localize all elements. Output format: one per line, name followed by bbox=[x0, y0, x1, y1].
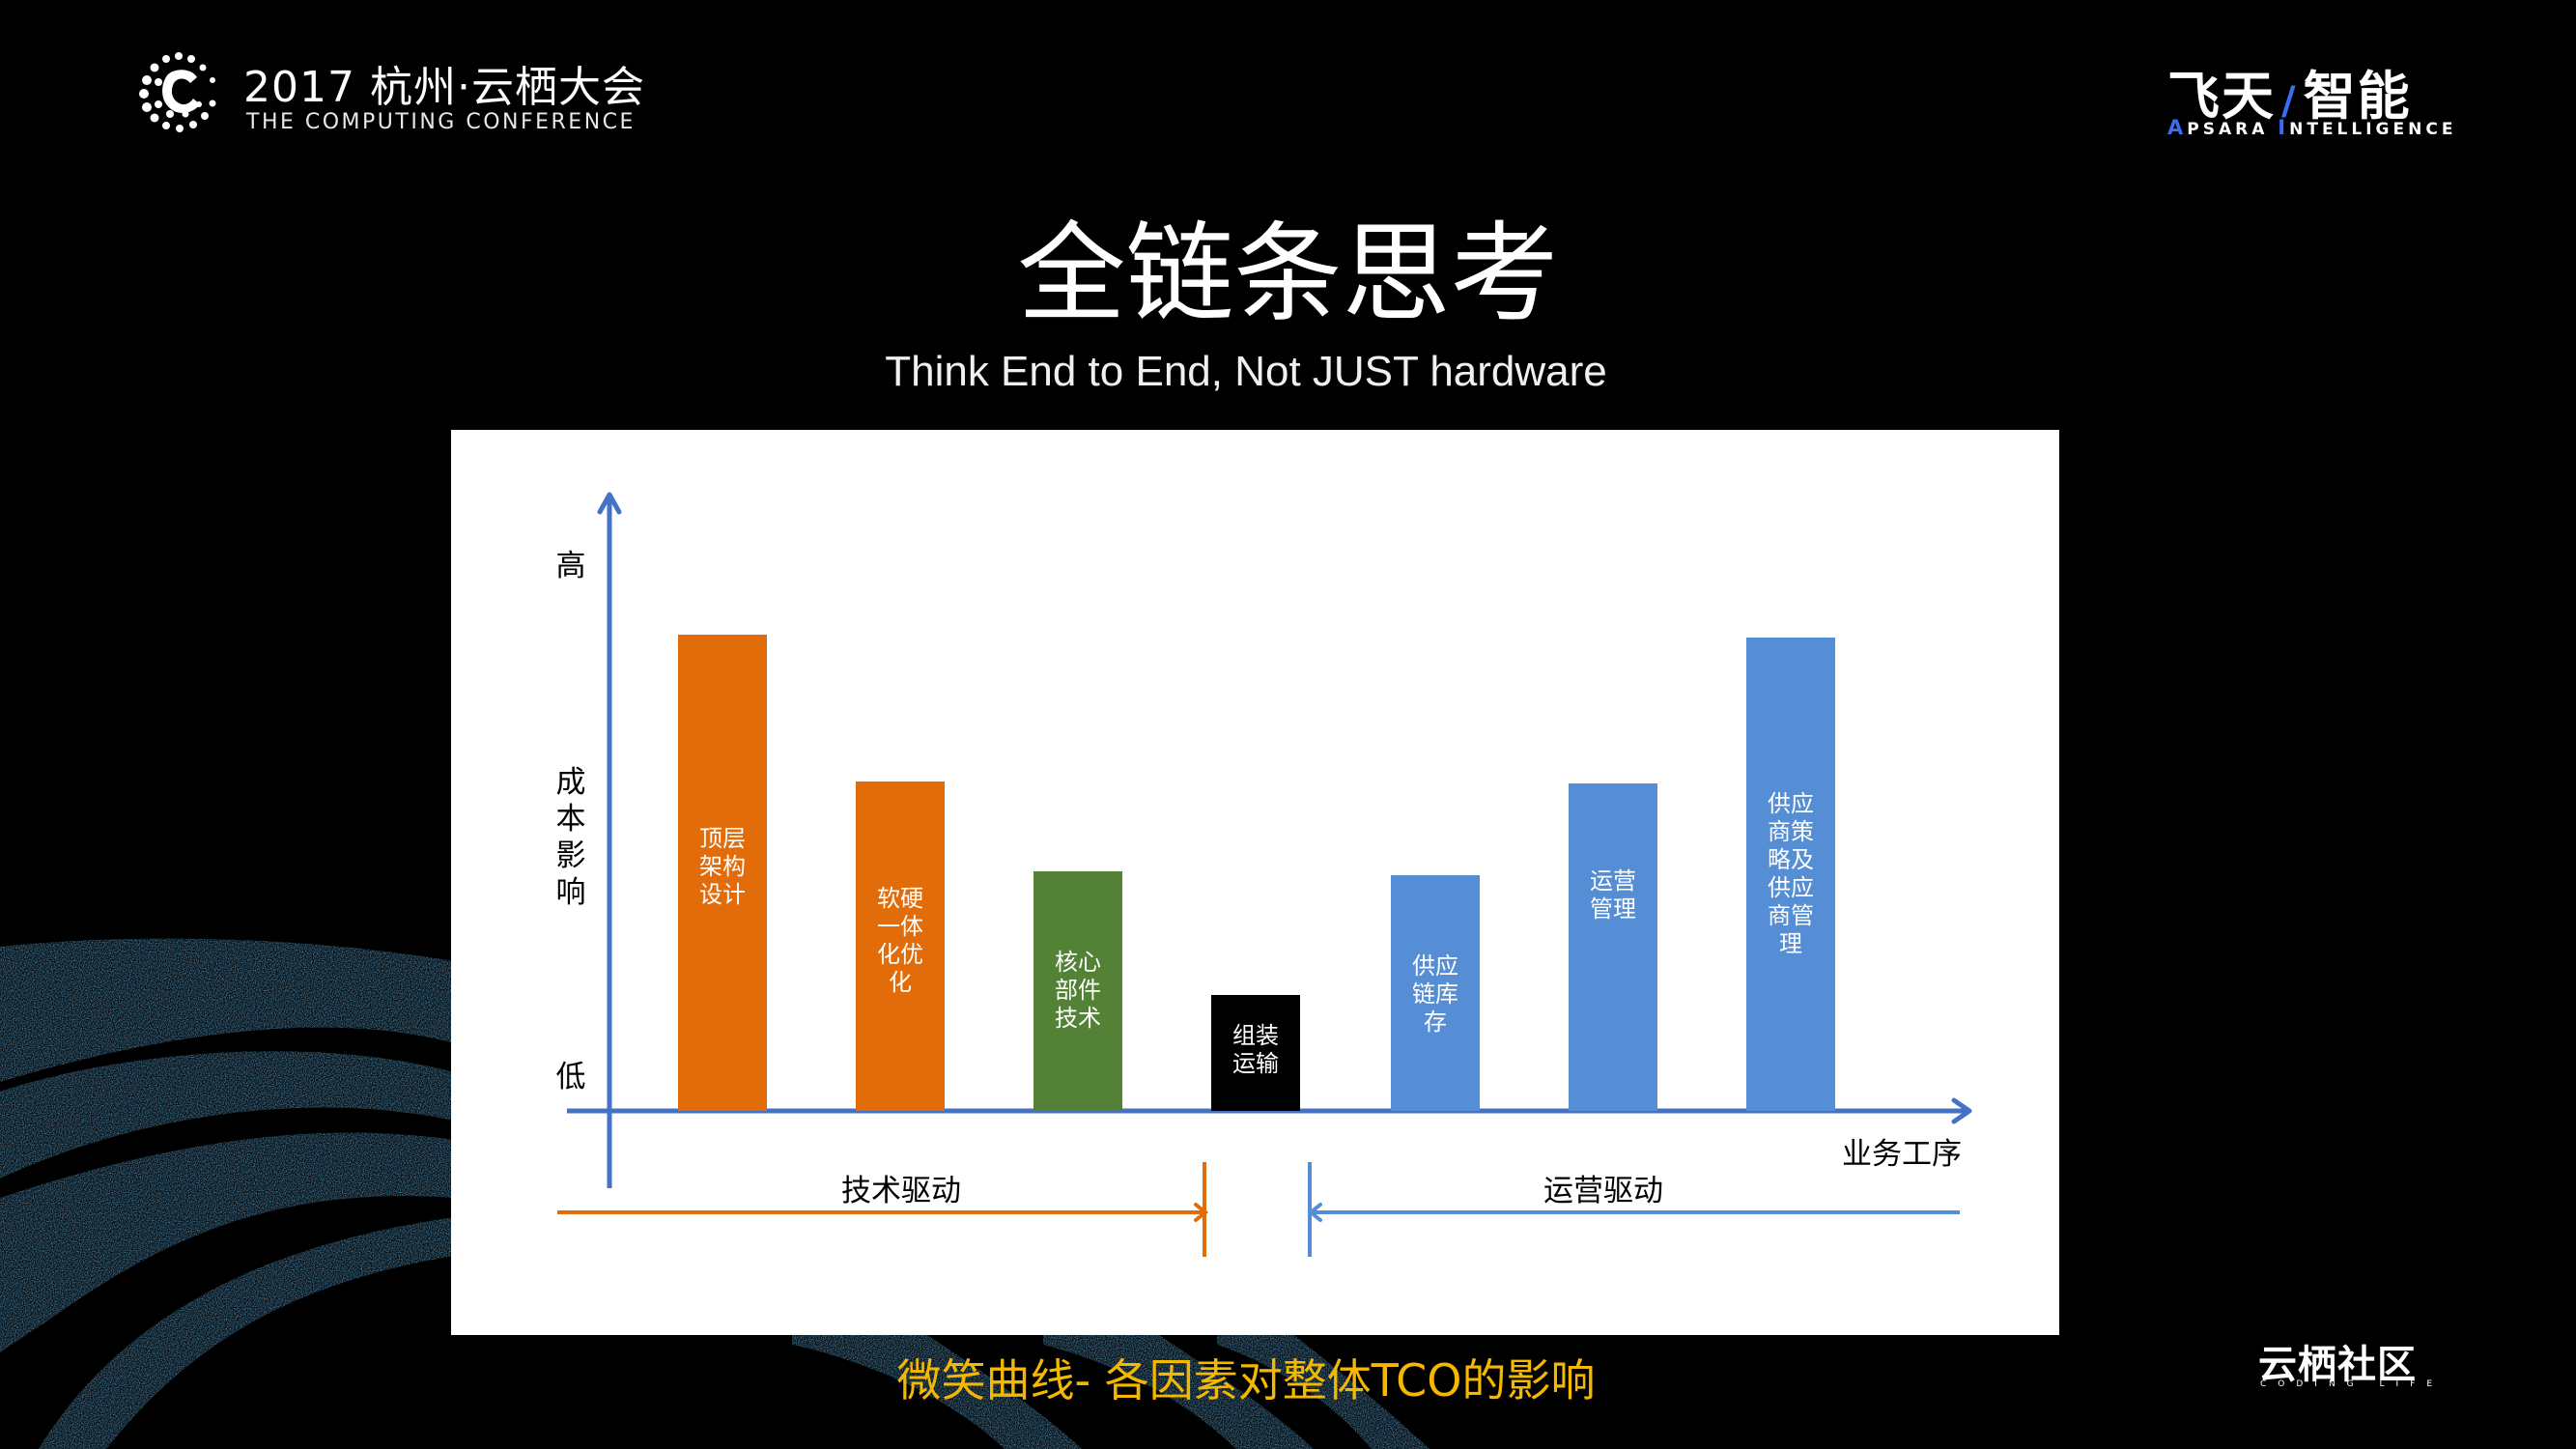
ops-driven-label: 运营驱动 bbox=[1543, 1174, 1663, 1208]
apsara-intelligence-logo: 飞天 / 智能 APSARA INTELLIGENCE bbox=[2164, 53, 2453, 140]
background-swirl-decoration bbox=[0, 938, 454, 1449]
tech-driven-label: 技术驱动 bbox=[841, 1174, 961, 1208]
background-swirl-decoration-bottom bbox=[792, 1335, 1430, 1449]
bar-label: 供应 商策 略及 供应 商管理 bbox=[1768, 790, 1814, 957]
smile-curve-diagram: 高 成本影响 低 顶层 架构 设计 软硬 一体 化优化 核心 部件 技术 组装 运输 供应 链库… bbox=[451, 430, 2059, 1335]
y-axis-title: 成本影响 bbox=[555, 765, 586, 910]
slide-subtitle: Think End to End, Not JUST hardware bbox=[885, 348, 1607, 395]
bar-label: 软硬 一体 化优化 bbox=[877, 885, 923, 996]
y-axis-high-label: 高 bbox=[555, 549, 586, 583]
diagram-axes bbox=[557, 492, 1972, 1257]
bar-operations-management: 运营 管理 bbox=[1569, 783, 1657, 1111]
bar-label: 顶层 架构 设计 bbox=[699, 825, 746, 908]
yunqi-community-logo: 云栖社区 CODING LIFE bbox=[2258, 1333, 2442, 1391]
bar-supplier-strategy-management: 供应 商策 略及 供应 商管理 bbox=[1746, 638, 1835, 1111]
apsara-logo-en: APSARA INTELLIGENCE bbox=[2167, 116, 2457, 139]
conference-subtitle: THE COMPUTING CONFERENCE bbox=[246, 110, 636, 134]
bar-core-component-tech: 核心 部件 技术 bbox=[1033, 871, 1122, 1111]
slide-caption: 微笑曲线- 各因素对整体TCO的影响 bbox=[896, 1354, 1596, 1406]
conference-logo: 2017 杭州·云栖大会 THE COMPUTING CONFERENCE bbox=[135, 48, 676, 145]
conference-dots-icon bbox=[139, 52, 216, 132]
y-axis-arrow-icon bbox=[597, 492, 622, 515]
slide-title: 全链条思考 bbox=[1017, 212, 1559, 337]
bar-label: 核心 部件 技术 bbox=[1055, 949, 1101, 1032]
x-axis-title: 业务工序 bbox=[1842, 1137, 1962, 1172]
bar-hw-sw-co-optimization: 软硬 一体 化优化 bbox=[856, 781, 945, 1111]
y-axis-low-label: 低 bbox=[555, 1060, 586, 1094]
bar-label: 组装 运输 bbox=[1232, 1022, 1279, 1077]
apsara-logo-cn: 飞天 / 智能 bbox=[2167, 66, 2412, 127]
yunqi-logo-en: CODING LIFE bbox=[2260, 1379, 2445, 1389]
slash-icon: / bbox=[2281, 79, 2298, 124]
bar-label: 供应 链库存 bbox=[1412, 952, 1458, 1036]
bar-label: 运营 管理 bbox=[1590, 867, 1636, 923]
conference-title: 2017 杭州·云栖大会 bbox=[243, 63, 645, 112]
bar-top-level-architecture: 顶层 架构 设计 bbox=[678, 635, 767, 1111]
x-axis-arrow-icon bbox=[1951, 1097, 1972, 1124]
bar-assembly-transport: 组装 运输 bbox=[1211, 995, 1300, 1111]
bar-supply-chain-inventory: 供应 链库存 bbox=[1391, 875, 1480, 1111]
yunqi-logo-cn: 云栖社区 bbox=[2258, 1343, 2417, 1387]
